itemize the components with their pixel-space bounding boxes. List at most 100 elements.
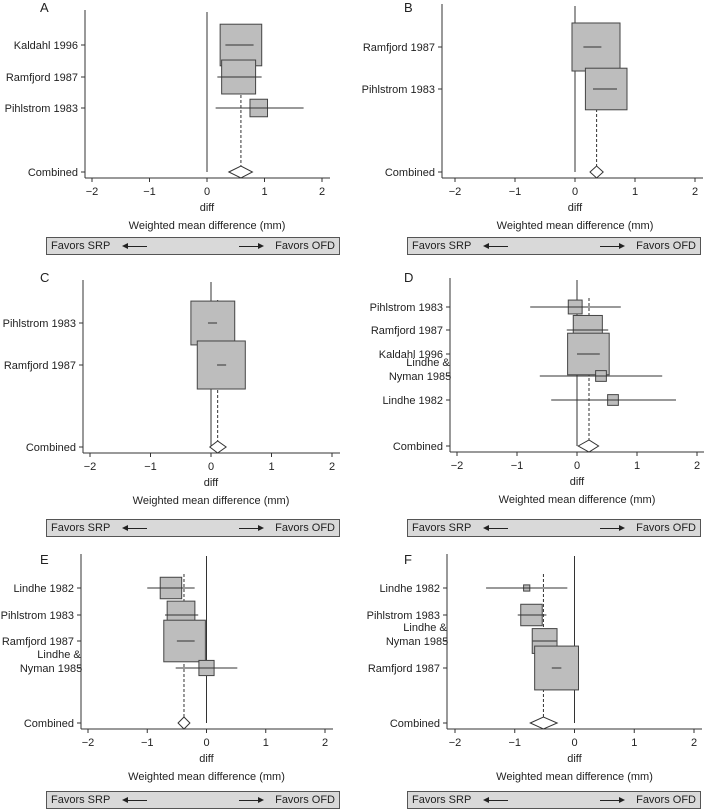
x-axis-label: diff — [204, 477, 219, 489]
x-tick-label: 0 — [571, 737, 577, 749]
study-label: Lindhe 1982 — [379, 583, 440, 595]
forest-panel-b: B −2 −1 0 1 2 diff Weighted mean difference (mm… — [352, 0, 704, 270]
study-label: Lindhe & — [403, 622, 447, 634]
forest-panel-c: C −2 −1 0 1 2 diff Weighted mean difference (mm… — [0, 270, 352, 540]
left-arrow-icon — [122, 243, 147, 249]
favors-ofd-label: Favors OFD — [636, 794, 696, 806]
right-arrow-icon — [239, 797, 264, 803]
x-tick-label: 1 — [263, 737, 269, 749]
study-label: Kaldahl 1996 — [14, 40, 78, 52]
x-tick-label: 2 — [322, 737, 328, 749]
panel-letter: F — [404, 552, 412, 567]
favors-srp-label: Favors SRP — [412, 240, 472, 252]
x-axis-label: diff — [567, 753, 582, 765]
study-label: Ramfjord 1987 — [363, 42, 435, 54]
x-axis-subtitle: Weighted mean difference (mm) — [133, 495, 290, 507]
left-arrow-icon — [483, 243, 508, 249]
favors-legend-box: Favors SRP Favors OFD — [46, 791, 340, 809]
x-tick-label: 1 — [268, 461, 274, 473]
study-label: Pihlstrom 1983 — [362, 84, 435, 96]
x-axis-label: diff — [570, 476, 585, 488]
x-axis-subtitle: Weighted mean difference (mm) — [499, 494, 656, 506]
forest-plot-svg: C −2 −1 0 1 2 diff Weighted mean difference (mm… — [3, 270, 340, 507]
study-label: Pihlstrom 1983 — [370, 302, 443, 314]
x-tick-label: −2 — [451, 460, 464, 472]
study-label: Pihlstrom 1983 — [367, 610, 440, 622]
x-tick-label: 1 — [632, 186, 638, 198]
combined-label: Combined — [393, 441, 443, 453]
panel-letter: E — [40, 552, 49, 567]
favors-ofd-label: Favors OFD — [636, 522, 696, 534]
combined-diamond — [227, 165, 254, 179]
x-tick-label: 2 — [329, 461, 335, 473]
right-arrow-icon — [600, 797, 625, 803]
panel-letter: C — [40, 270, 49, 285]
combined-diamond — [208, 440, 227, 454]
right-arrow-icon — [239, 243, 264, 249]
x-tick-label: 2 — [691, 737, 697, 749]
x-axis-subtitle: Weighted mean difference (mm) — [129, 220, 286, 232]
x-axis-subtitle: Weighted mean difference (mm) — [128, 771, 285, 783]
forest-plot-svg: D −2 −1 0 1 2 diff Weighted mean difference (mm… — [370, 270, 704, 506]
combined-diamond — [529, 716, 559, 730]
x-tick-label: 0 — [203, 737, 209, 749]
study-label: Ramfjord 1987 — [2, 636, 74, 648]
x-tick-label: −2 — [449, 737, 462, 749]
combined-diamond — [577, 439, 600, 453]
favors-srp-label: Favors SRP — [51, 522, 111, 534]
combined-label: Combined — [390, 718, 440, 730]
x-tick-label: −2 — [449, 186, 462, 198]
x-tick-label: 2 — [319, 186, 325, 198]
x-tick-label: −1 — [508, 737, 521, 749]
x-tick-label: 1 — [634, 460, 640, 472]
x-tick-label: −1 — [141, 737, 154, 749]
forest-panel-a: A −2 −1 0 1 2 diff Weighted mean difference (mm… — [0, 0, 352, 270]
combined-label: Combined — [24, 718, 74, 730]
right-arrow-icon — [600, 525, 625, 531]
x-tick-label: −2 — [84, 461, 97, 473]
combined-diamond — [589, 165, 604, 179]
panel-letter: B — [404, 0, 413, 15]
left-arrow-icon — [122, 525, 147, 531]
left-arrow-icon — [483, 797, 508, 803]
x-tick-label: −1 — [143, 186, 156, 198]
study-label: Ramfjord 1987 — [368, 663, 440, 675]
favors-ofd-label: Favors OFD — [275, 240, 335, 252]
study-label: Nyman 1985 — [389, 371, 451, 383]
favors-ofd-label: Favors OFD — [636, 240, 696, 252]
study-label: Nyman 1985 — [386, 636, 448, 648]
x-axis-subtitle: Weighted mean difference (mm) — [497, 220, 654, 232]
favors-ofd-label: Favors OFD — [275, 794, 335, 806]
combined-label: Combined — [385, 167, 435, 179]
combined-label: Combined — [26, 442, 76, 454]
x-tick-label: 2 — [692, 186, 698, 198]
favors-srp-label: Favors SRP — [412, 794, 472, 806]
study-label: Kaldahl 1996 — [379, 349, 443, 361]
favors-legend-box: Favors SRP Favors OFD — [407, 237, 701, 255]
x-tick-label: 2 — [694, 460, 700, 472]
x-tick-label: 0 — [204, 186, 210, 198]
combined-diamond — [177, 716, 191, 730]
favors-legend-box: Favors SRP Favors OFD — [407, 519, 701, 537]
forest-plot-svg: F −2 −1 0 1 2 diff Weighted mean difference (mm… — [367, 552, 702, 783]
combined-label: Combined — [28, 167, 78, 179]
right-arrow-icon — [239, 525, 264, 531]
x-axis-label: diff — [200, 202, 215, 214]
study-label: Nyman 1985 — [20, 663, 82, 675]
favors-srp-label: Favors SRP — [51, 794, 111, 806]
favors-srp-label: Favors SRP — [51, 240, 111, 252]
favors-srp-label: Favors SRP — [412, 522, 472, 534]
x-tick-label: 1 — [631, 737, 637, 749]
left-arrow-icon — [122, 797, 147, 803]
x-tick-label: 0 — [572, 186, 578, 198]
forest-plot-svg: B −2 −1 0 1 2 diff Weighted mean difference (mm… — [362, 0, 703, 232]
study-label: Lindhe 1982 — [13, 583, 74, 595]
x-axis-subtitle: Weighted mean difference (mm) — [496, 771, 653, 783]
forest-panel-f: F −2 −1 0 1 2 diff Weighted mean difference (mm… — [352, 540, 704, 810]
x-tick-label: −1 — [511, 460, 524, 472]
favors-legend-box: Favors SRP Favors OFD — [46, 237, 340, 255]
forest-plot-svg: A −2 −1 0 1 2 diff Weighted mean difference (mm… — [5, 0, 330, 232]
x-tick-label: 1 — [261, 186, 267, 198]
study-label: Pihlstrom 1983 — [5, 103, 78, 115]
forest-panel-e: E −2 −1 0 1 2 diff Weighted mean difference (mm… — [0, 540, 352, 810]
